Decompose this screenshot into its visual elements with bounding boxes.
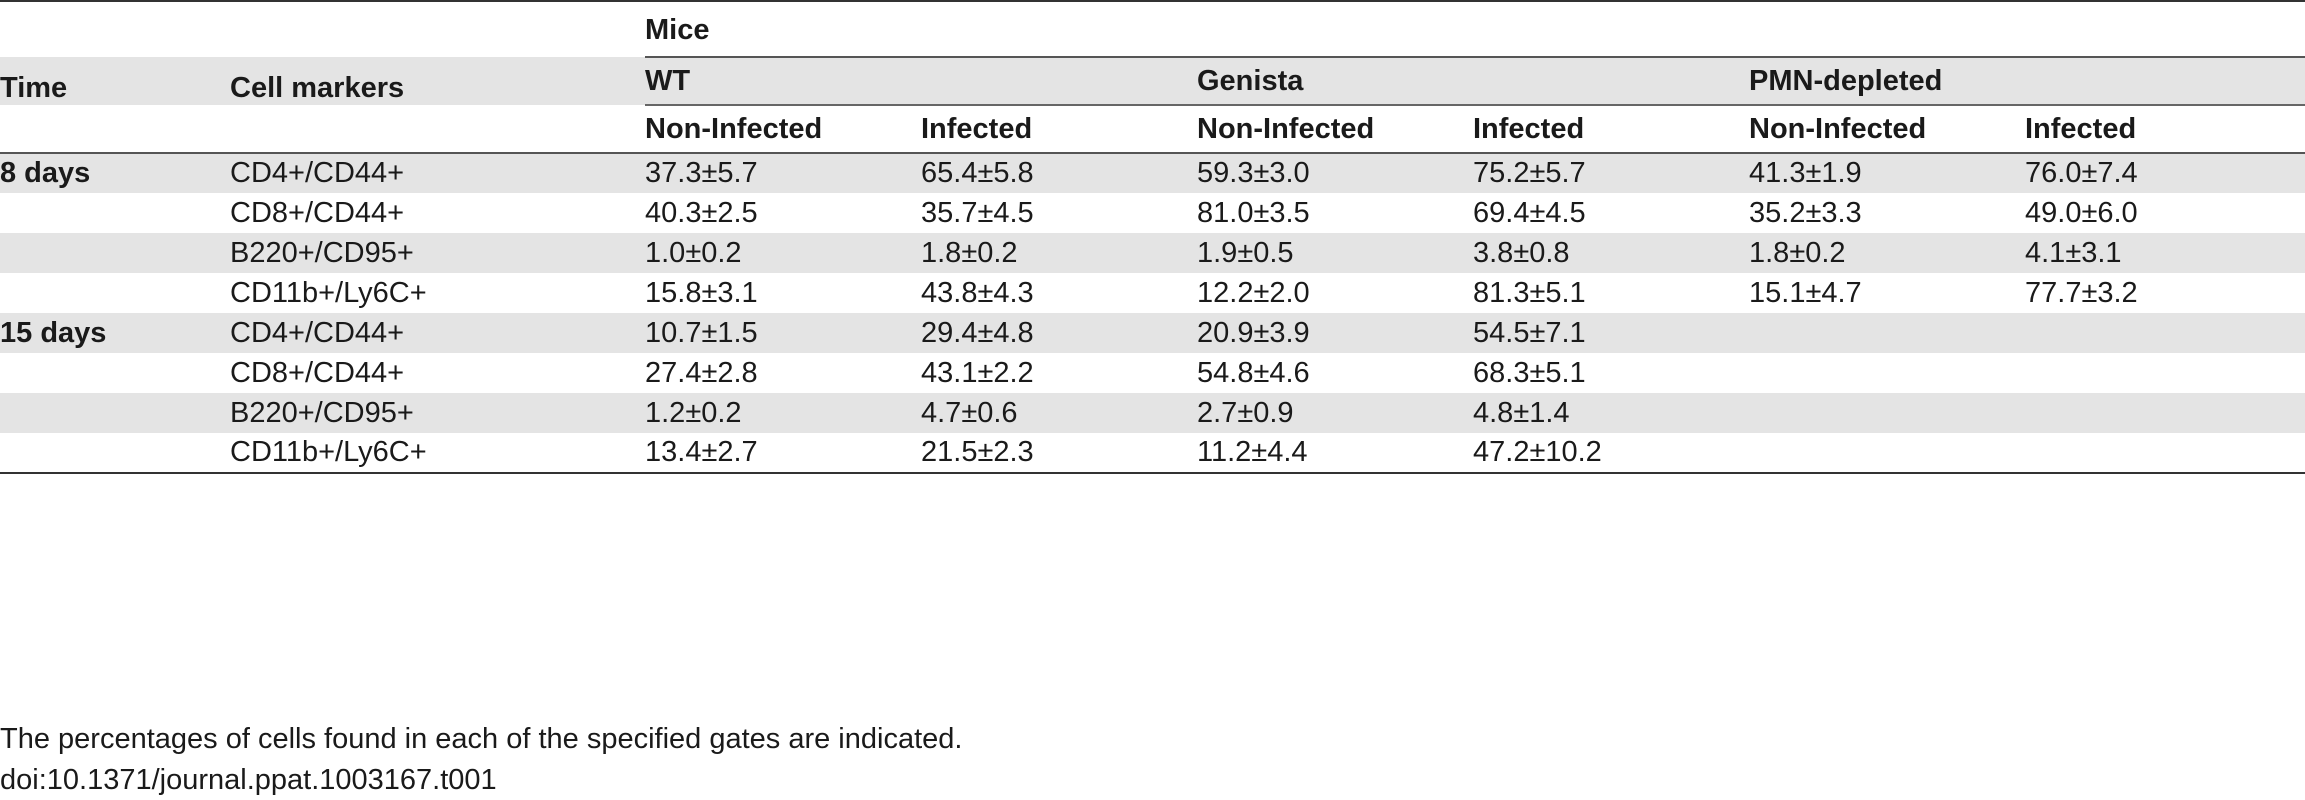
row-value [2025, 433, 2305, 473]
row-marker: CD11b+/Ly6C+ [230, 436, 427, 468]
row-marker: CD11b+/Ly6C+ [230, 276, 427, 309]
row-marker: B220+/CD95+ [230, 393, 645, 433]
row-value: 10.7±1.5 [645, 313, 921, 353]
row-value: 1.0±0.2 [645, 233, 921, 273]
row-value: 2.7±0.9 [1197, 393, 1473, 433]
row-value: 49.0±6.0 [2025, 196, 2138, 229]
results-table: Mice Time Cell markers WT Genista PMN-deplete… [0, 1, 2305, 473]
row-value: 81.3±5.1 [1473, 276, 1586, 309]
row-marker: CD4+/CD44+ [230, 153, 645, 193]
row-value: 40.3±2.5 [645, 196, 758, 229]
row-time [0, 433, 230, 473]
row-time: 15 days [0, 313, 230, 353]
row-value: 76.0±7.4 [2025, 153, 2305, 193]
row-value [1749, 433, 2025, 473]
subheader-spacer [230, 105, 645, 153]
row-value [2025, 353, 2305, 393]
row-value: 47.2±10.2 [1473, 436, 1602, 468]
row-value: 4.8±1.4 [1473, 393, 1749, 433]
row-value: 37.3±5.7 [645, 153, 921, 193]
table-footnote: The percentages of cells found in each o… [0, 723, 963, 755]
row-marker: B220+/CD95+ [230, 233, 645, 273]
row-value: 4.7±0.6 [921, 393, 1197, 433]
row-value: 65.4±5.8 [921, 153, 1197, 193]
row-value: 35.7±4.5 [921, 196, 1034, 229]
row-value [2025, 393, 2305, 433]
row-value: 1.9±0.5 [1197, 233, 1473, 273]
header-mice: Mice [645, 1, 2305, 58]
table-row: CD8+/CD44+ 40.3±2.5 35.7±4.5 81.0±3.5 69.4±4… [0, 193, 2305, 233]
row-value: 54.8±4.6 [1197, 356, 1310, 389]
subheader-non-infected: Non-Infected [645, 112, 823, 145]
row-marker: CD8+/CD44+ [230, 356, 405, 389]
row-time: 8 days [0, 153, 230, 193]
table-row: B220+/CD95+ 1.2±0.2 4.7±0.6 2.7±0.9 4.8±1.4 [0, 393, 2305, 433]
header-time: Time [0, 57, 230, 105]
header-group-genista: Genista [1197, 57, 1749, 106]
table-row: 15 days CD4+/CD44+ 10.7±1.5 29.4±4.8 20.9±3.… [0, 313, 2305, 353]
row-value: 11.2±4.4 [1197, 436, 1308, 468]
header-row-mice: Mice [0, 1, 2305, 58]
subheader-non-infected: Non-Infected [1197, 112, 1375, 145]
row-time [0, 193, 230, 233]
row-value: 15.8±3.1 [645, 276, 758, 309]
row-value: 77.7±3.2 [2025, 276, 2138, 309]
row-value: 43.8±4.3 [921, 276, 1034, 309]
header-spacer [0, 1, 645, 57]
row-value: 69.4±4.5 [1473, 196, 1586, 229]
subheader-non-infected: Non-Infected [1749, 112, 1927, 145]
table-row: B220+/CD95+ 1.0±0.2 1.8±0.2 1.9±0.5 3.8±0.8 1… [0, 233, 2305, 273]
row-value: 1.2±0.2 [645, 393, 921, 433]
row-value [2025, 313, 2305, 353]
row-value: 43.1±2.2 [921, 356, 1034, 389]
row-value: 20.9±3.9 [1197, 313, 1473, 353]
row-value: 21.5±2.3 [921, 436, 1034, 468]
header-row-groups: Time Cell markers WT Genista PMN-depleted [0, 57, 2305, 106]
row-time [0, 353, 230, 393]
row-value: 35.2±3.3 [1749, 196, 1862, 229]
row-value [1749, 313, 2025, 353]
row-time [0, 233, 230, 273]
row-marker: CD8+/CD44+ [230, 196, 405, 229]
subheader-spacer [0, 105, 230, 153]
header-group-wt: WT [645, 57, 1197, 106]
header-group-pmn-depleted: PMN-depleted [1749, 57, 2305, 106]
table-row: CD8+/CD44+ 27.4±2.8 43.1±2.2 54.8±4.6 68.3±5… [0, 353, 2305, 393]
row-value: 29.4±4.8 [921, 313, 1197, 353]
row-marker: CD4+/CD44+ [230, 313, 645, 353]
header-cell-markers: Cell markers [230, 57, 645, 105]
table-doi: doi:10.1371/journal.ppat.1003167.t001 [0, 764, 497, 796]
table-row: CD11b+/Ly6C+ 13.4±2.7 21.5±2.3 11.2±4.4 47.2… [0, 433, 2305, 473]
row-time [0, 393, 230, 433]
header-row-subheaders: Non-Infected Infected Non-Infected Infected… [0, 105, 2305, 153]
row-value: 15.1±4.7 [1749, 276, 1862, 309]
row-value: 59.3±3.0 [1197, 153, 1473, 193]
row-value: 54.5±7.1 [1473, 313, 1749, 353]
row-value: 75.2±5.7 [1473, 153, 1749, 193]
subheader-infected: Infected [2025, 112, 2137, 145]
subheader-infected: Infected [921, 112, 1033, 145]
row-value [1749, 353, 2025, 393]
row-value: 1.8±0.2 [921, 233, 1197, 273]
row-value: 12.2±2.0 [1197, 276, 1310, 309]
table-body: Mice Time Cell markers WT Genista PMN-deplete… [0, 1, 2305, 473]
table-row: CD11b+/Ly6C+ 15.8±3.1 43.8±4.3 12.2±2.0 81.3… [0, 273, 2305, 313]
row-value: 81.0±3.5 [1197, 196, 1310, 229]
row-value: 27.4±2.8 [645, 356, 758, 389]
row-value: 13.4±2.7 [645, 436, 758, 468]
row-value: 68.3±5.1 [1473, 356, 1586, 389]
row-value: 3.8±0.8 [1473, 233, 1749, 273]
row-value: 41.3±1.9 [1749, 153, 2025, 193]
row-value: 4.1±3.1 [2025, 233, 2305, 273]
row-value [1749, 393, 2025, 433]
row-time [0, 273, 230, 313]
table-row: 8 days CD4+/CD44+ 37.3±5.7 65.4±5.8 59.3±3.0… [0, 153, 2305, 193]
subheader-infected: Infected [1473, 112, 1585, 145]
row-value: 1.8±0.2 [1749, 233, 2025, 273]
